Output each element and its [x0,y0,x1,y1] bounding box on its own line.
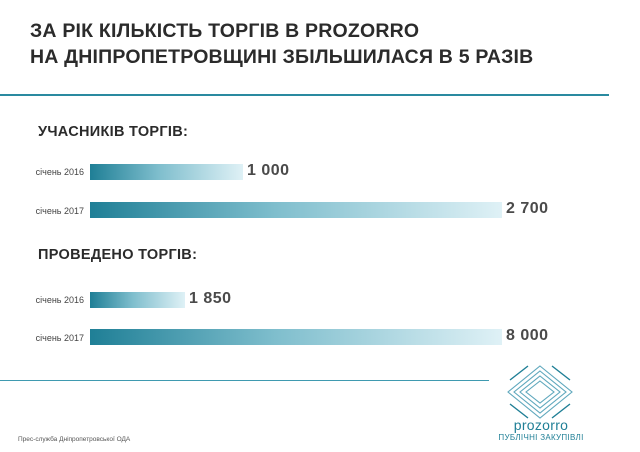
title-line-2: НА ДНІПРОПЕТРОВЩИНІ ЗБІЛЬШИЛАСЯ В 5 РАЗІ… [30,46,534,68]
page-title: ЗА РІК КІЛЬКІСТЬ ТОРГІВ В PROZORRO НА ДН… [30,18,620,70]
prozorro-diamond-logo [507,365,573,419]
bottom-divider [0,380,489,381]
section-title-tenders: ПРОВЕДЕНО ТОРГІВ: [38,247,198,263]
bar-participants-2017 [90,202,502,218]
category-label: січень 2016 [35,295,84,305]
value-label: 2 700 [506,200,549,217]
footer-credit: Прес-служба Дніпропетровської ОДА [18,436,131,443]
category-label: січень 2017 [35,206,84,216]
value-label: 1 850 [189,290,232,307]
value-label: 8 000 [506,327,549,344]
bar-participants-2016 [90,164,243,180]
title-line-1: ЗА РІК КІЛЬКІСТЬ ТОРГІВ В PROZORRO [30,20,420,42]
top-divider [0,94,609,96]
brand-tagline: ПУБЛІЧНІ ЗАКУПІВЛІ [498,433,584,442]
value-label: 1 000 [247,162,290,179]
category-label: січень 2017 [35,333,84,343]
bar-tenders-2016 [90,292,185,308]
bar-tenders-2017 [90,329,502,345]
brand-name: prozorro [513,417,569,433]
category-label: січень 2016 [35,167,84,177]
section-title-participants: УЧАСНИКІВ ТОРГІВ: [38,124,189,140]
